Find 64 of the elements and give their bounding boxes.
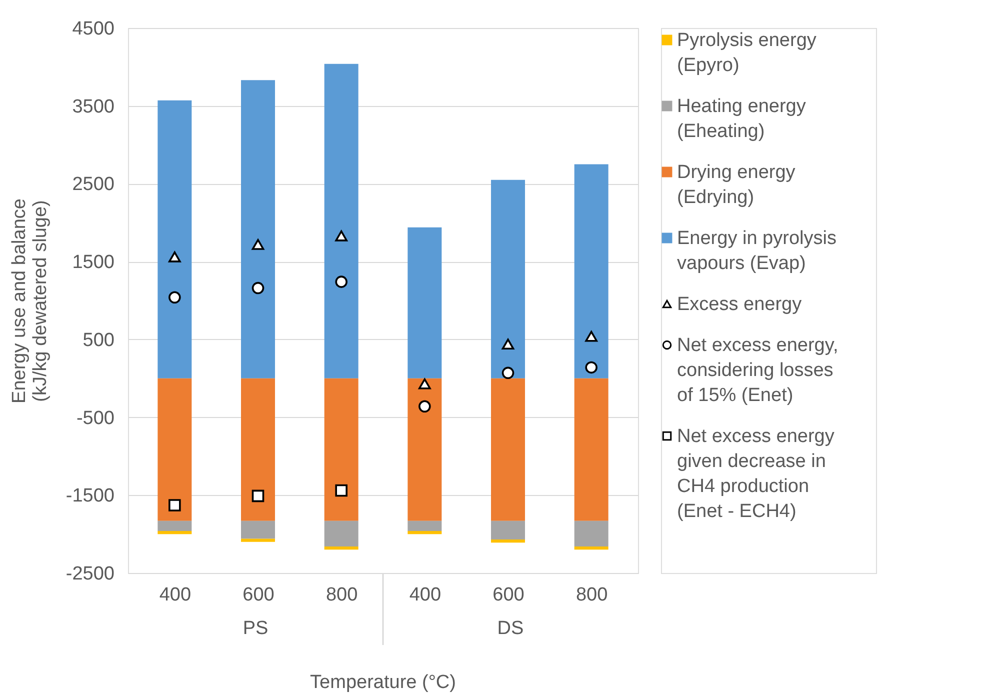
- point: [335, 230, 348, 242]
- bar: [324, 378, 358, 521]
- bar: [241, 378, 275, 521]
- bar: [574, 546, 608, 550]
- bar: [408, 520, 442, 531]
- point: [502, 338, 514, 350]
- bar: [158, 100, 192, 378]
- legend-label: Excess energy: [677, 294, 802, 315]
- point: [168, 251, 181, 262]
- legend-label: Heating energy (Eheating): [677, 96, 806, 142]
- point: [585, 330, 598, 342]
- bar: [408, 378, 442, 521]
- point: [502, 366, 514, 380]
- x-tick-label: 400: [409, 584, 442, 606]
- y-tick-label: 4500: [72, 18, 114, 40]
- y-tick-label: 2500: [72, 174, 114, 196]
- bar: [324, 520, 358, 547]
- bar: [324, 546, 358, 550]
- point: [585, 361, 598, 374]
- x-tick-label: 600: [242, 584, 274, 606]
- legend-label: Pyrolysis energy (Epyro): [677, 30, 817, 76]
- y-tick-label: -2500: [66, 564, 114, 584]
- y-tick-label: -1500: [66, 486, 114, 507]
- y-tick-label: 3500: [72, 96, 114, 118]
- y-tick-label: 500: [82, 330, 114, 351]
- x-tick-label: 600: [492, 584, 524, 606]
- bar: [158, 378, 192, 521]
- bar: [241, 538, 275, 542]
- bar: [158, 530, 192, 534]
- bar: [491, 378, 525, 521]
- bar: [491, 180, 525, 378]
- y-tick-label: 1500: [72, 252, 114, 274]
- x-tick-label: 800: [576, 584, 608, 606]
- bar: [241, 80, 275, 378]
- x-axis-title: Temperature (°C): [310, 672, 456, 693]
- point: [252, 282, 264, 294]
- legend-label: Drying energy (Edrying): [677, 162, 796, 208]
- point: [418, 378, 431, 390]
- x-tick-label: 400: [159, 584, 192, 606]
- bar: [324, 64, 358, 378]
- bar: [491, 520, 525, 540]
- point: [252, 490, 264, 502]
- point: [168, 291, 181, 304]
- legend-label: Net excess energy given decrease in CH4 production (Enet - ECH4): [677, 426, 835, 522]
- point: [252, 239, 264, 250]
- bar: [491, 540, 525, 543]
- point: [335, 276, 348, 288]
- legend-label: Energy in pyrolysis vapours (Evap): [677, 228, 836, 274]
- bar: [574, 164, 608, 378]
- legend-label: Net excess energy, considering losses of 15% (Enet): [677, 335, 838, 406]
- text: PS: [242, 618, 268, 639]
- x-tick-label: 800: [326, 584, 358, 606]
- bar: [408, 530, 442, 534]
- bar: [408, 227, 442, 378]
- point: [335, 484, 348, 497]
- bar: [241, 520, 275, 539]
- bar: [574, 378, 608, 521]
- text: DS: [497, 618, 524, 639]
- y-tick-label: -500: [76, 408, 114, 429]
- bar: [574, 520, 608, 547]
- point: [418, 400, 431, 413]
- bar: [158, 520, 192, 531]
- point: [168, 499, 181, 512]
- y-axis-title: Energy use and balance (kJ/kg dewatered sluge): [8, 198, 51, 404]
